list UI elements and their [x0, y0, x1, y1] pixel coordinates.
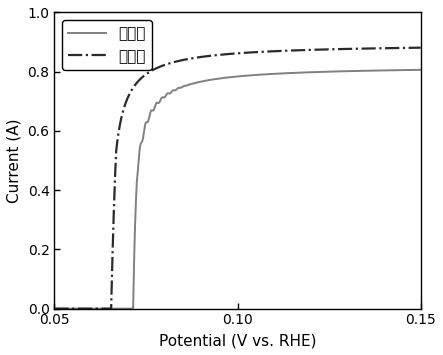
Line: 耐久前: 耐久前 [54, 48, 421, 308]
耐久后 [52, 306, 57, 311]
耐久前 [411, 46, 416, 50]
耐久后 [418, 68, 424, 72]
Y-axis label: Current (A): Current (A) [7, 118, 22, 203]
耐久前 [93, 306, 99, 311]
耐久后 [93, 306, 99, 311]
耐久后 [208, 78, 214, 82]
耐久前 [371, 46, 377, 50]
耐久前 [192, 56, 198, 60]
耐久后 [115, 306, 120, 311]
X-axis label: Potential (V vs. RHE): Potential (V vs. RHE) [159, 333, 316, 348]
Legend: 耐久后, 耐久前: 耐久后, 耐久前 [62, 20, 152, 70]
耐久前 [418, 45, 424, 50]
耐久后 [371, 69, 377, 73]
Line: 耐久后: 耐久后 [54, 70, 421, 308]
耐久前 [208, 54, 214, 58]
耐久后 [411, 68, 416, 72]
耐久前 [52, 306, 57, 311]
耐久前 [115, 135, 120, 139]
耐久后 [192, 81, 198, 85]
